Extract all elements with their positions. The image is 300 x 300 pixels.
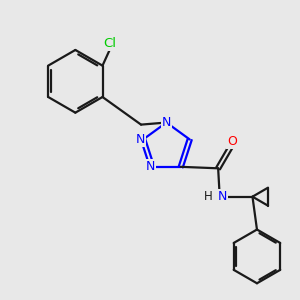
Text: H: H	[204, 190, 213, 203]
Text: N: N	[162, 116, 171, 129]
Text: Cl: Cl	[103, 37, 116, 50]
Text: N: N	[218, 190, 227, 203]
Text: N: N	[136, 133, 145, 146]
Text: O: O	[227, 135, 237, 148]
Text: N: N	[146, 160, 155, 173]
